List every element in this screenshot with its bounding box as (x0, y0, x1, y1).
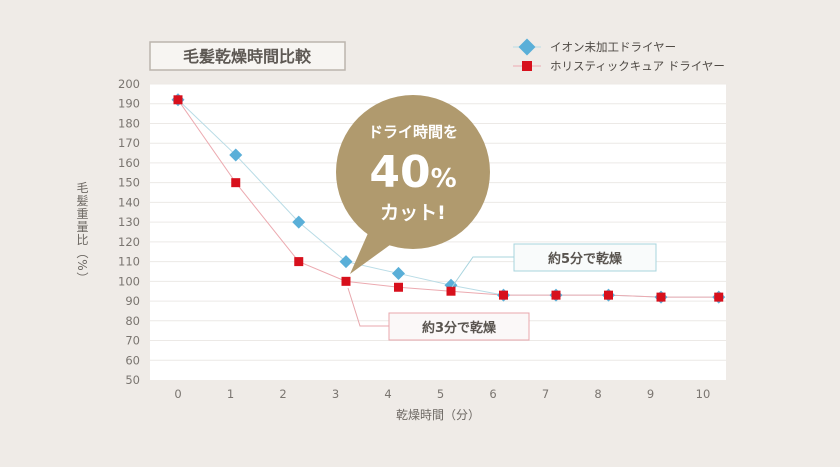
legend-marker-holistic (522, 61, 532, 71)
x-tick-label: 1 (227, 387, 234, 401)
data-point-holistic (604, 290, 613, 300)
y-tick-label: 80 (125, 314, 140, 328)
highlight-bubble: ドライ時間を 40% カット! (336, 95, 490, 274)
data-point-holistic (714, 292, 724, 302)
y-axis-title: 毛髪重量比（%） (75, 181, 89, 285)
bubble-number-group: 40% (369, 147, 456, 198)
callout-holistic-box (388, 312, 530, 341)
x-axis: 0 1 2 3 4 5 6 7 8 9 10 (174, 387, 710, 401)
series-markers (171, 93, 726, 304)
x-tick-label: 7 (542, 387, 549, 401)
callout-ion-leader (451, 256, 514, 288)
data-point-holistic (173, 95, 183, 105)
data-point-holistic (294, 257, 304, 267)
legend-marker-ion (518, 38, 536, 56)
y-tick-label: 50 (125, 373, 140, 387)
legend-label-holistic: ホリスティックキュア ドライヤー (550, 59, 725, 73)
x-tick-label: 3 (332, 387, 339, 401)
y-tick-label: 160 (118, 156, 140, 170)
y-tick-label: 90 (125, 294, 140, 308)
y-axis: 50 60 70 80 90 100 110 120 130 140 150 160 170 180 190… (118, 77, 140, 387)
y-tick-label: 100 (118, 274, 140, 288)
y-tick-label: 170 (118, 136, 140, 150)
x-tick-label: 2 (279, 387, 286, 401)
y-tick-label: 150 (118, 176, 140, 190)
y-tick-label: 180 (118, 116, 140, 130)
bubble-percent: % (431, 164, 457, 194)
callout-holistic-label: 約3分で乾燥 (422, 320, 497, 336)
bubble-line3: カット! (380, 202, 446, 224)
data-point-ion (229, 148, 243, 162)
bubble-line1: ドライ時間を (368, 123, 458, 141)
x-tick-label: 4 (384, 387, 391, 401)
data-point-holistic (656, 292, 666, 302)
legend-label-ion: イオン未加工ドライヤー (550, 40, 676, 54)
y-tick-label: 70 (125, 334, 140, 348)
x-tick-label: 10 (696, 387, 711, 401)
data-point-holistic (446, 286, 456, 296)
chart-title-box (149, 41, 346, 71)
x-axis-title: 乾燥時間（分） (396, 408, 480, 422)
x-tick-label: 9 (647, 387, 654, 401)
data-point-holistic (231, 178, 241, 188)
callout-ion-label: 約5分で乾燥 (548, 251, 623, 267)
data-point-ion (339, 255, 353, 269)
data-point-ion (391, 266, 406, 280)
legend: イオン未加工ドライヤー ホリスティックキュア ドライヤー (513, 38, 725, 73)
data-point-ion (292, 215, 306, 229)
callout-holistic-leader (347, 287, 389, 327)
bubble-number: 40 (369, 147, 430, 198)
y-tick-label: 190 (118, 97, 140, 111)
y-tick-label: 200 (118, 77, 140, 91)
x-tick-label: 5 (437, 387, 444, 401)
data-point-holistic (551, 290, 561, 300)
y-tick-label: 120 (118, 235, 140, 249)
y-tick-label: 60 (125, 353, 140, 367)
y-tick-label: 130 (118, 215, 140, 229)
data-point-holistic (394, 282, 403, 292)
y-tick-label: 140 (118, 195, 140, 209)
y-tick-label: 110 (118, 255, 140, 269)
chart-title: 毛髪乾燥時間比較 (183, 47, 312, 66)
data-point-holistic (341, 276, 351, 286)
bubble-circle (336, 95, 490, 249)
x-tick-label: 6 (489, 387, 496, 401)
callout-ion-box (513, 243, 657, 272)
x-tick-label: 0 (174, 387, 181, 401)
x-tick-label: 8 (594, 387, 601, 401)
data-point-holistic (499, 290, 508, 300)
